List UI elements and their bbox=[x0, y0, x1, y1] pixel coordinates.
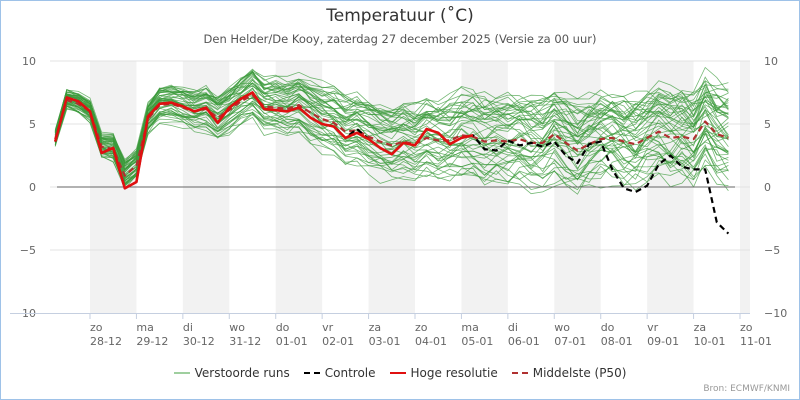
x-tick-date: 03-01 bbox=[369, 335, 401, 348]
x-tick-day: do bbox=[276, 321, 290, 334]
y-axis-right: 10 5 0 −5 −10 bbox=[764, 55, 787, 320]
x-tick-date: 10-01 bbox=[694, 335, 726, 348]
x-tick-date: 06-01 bbox=[508, 335, 540, 348]
x-tick-day: wo bbox=[229, 321, 245, 334]
main-series bbox=[53, 91, 730, 235]
x-tick-date: 04-01 bbox=[415, 335, 447, 348]
ensemble-member-line bbox=[54, 102, 729, 186]
x-tick-day: za bbox=[694, 321, 707, 334]
ensemble-member-line bbox=[54, 76, 729, 164]
ensemble-member-line bbox=[54, 96, 729, 175]
ensemble-member-line bbox=[54, 105, 729, 189]
legend-label: Verstoorde runs bbox=[194, 366, 290, 380]
ensemble-member-line bbox=[54, 94, 729, 178]
y-tick-label-right: 10 bbox=[764, 55, 778, 68]
ensemble-member-line bbox=[54, 89, 729, 170]
legend: Verstoorde runs Controle Hoge resolutie … bbox=[0, 366, 800, 380]
legend-swatch-middelste bbox=[511, 372, 528, 374]
legend-label: Controle bbox=[324, 366, 376, 380]
legend-item-controle[interactable]: Controle bbox=[303, 366, 376, 380]
legend-label: Hoge resolutie bbox=[410, 366, 498, 380]
x-tick-day: zo bbox=[740, 321, 753, 334]
ensemble-member-line bbox=[54, 92, 729, 183]
x-tick-date: 29-12 bbox=[136, 335, 168, 348]
ensemble-member-line bbox=[54, 92, 729, 173]
ensemble-member-line bbox=[54, 71, 729, 167]
x-tick-day: vr bbox=[647, 321, 659, 334]
x-axis: zo28-12ma29-12di30-12wo31-12do01-01vr02-… bbox=[10, 313, 772, 348]
x-tick-date: 31-12 bbox=[229, 335, 261, 348]
x-tick-date: 05-01 bbox=[461, 335, 493, 348]
ensemble-member-line bbox=[54, 71, 729, 162]
x-tick-day: zo bbox=[415, 321, 428, 334]
x-tick-day: wo bbox=[554, 321, 570, 334]
legend-item-hoge-resolutie[interactable]: Hoge resolutie bbox=[389, 366, 498, 380]
x-tick-day: za bbox=[369, 321, 382, 334]
x-tick-date: 08-01 bbox=[601, 335, 633, 348]
legend-item-middelste[interactable]: Middelste (P50) bbox=[511, 366, 627, 380]
y-tick-label-left: 0 bbox=[29, 181, 36, 194]
ensemble-member-line bbox=[54, 82, 729, 170]
ensemble-members bbox=[54, 66, 729, 195]
y-tick-label-left: −5 bbox=[20, 244, 36, 257]
x-tick-date: 30-12 bbox=[183, 335, 215, 348]
y-tick-label-right: 0 bbox=[764, 181, 771, 194]
ensemble-member-line bbox=[54, 70, 729, 163]
ensemble-member-line bbox=[54, 82, 729, 171]
ensemble-member-line bbox=[54, 74, 729, 165]
x-tick-date: 28-12 bbox=[90, 335, 122, 348]
x-tick-date: 02-01 bbox=[322, 335, 354, 348]
x-tick-day: di bbox=[508, 321, 518, 334]
x-tick-day: ma bbox=[461, 321, 478, 334]
y-tick-label-right: −10 bbox=[764, 307, 787, 320]
ensemble-member-line bbox=[54, 71, 729, 167]
x-tick-day: di bbox=[183, 321, 193, 334]
y-tick-label-right: −5 bbox=[764, 244, 780, 257]
chart-title: Temperatuur (˚C) bbox=[326, 6, 474, 26]
y-tick-label-left: 5 bbox=[29, 118, 36, 131]
high-resolution-line bbox=[53, 91, 474, 190]
x-tick-date: 07-01 bbox=[554, 335, 586, 348]
y-tick-label-right: 5 bbox=[764, 118, 771, 131]
legend-item-verstoorde-runs[interactable]: Verstoorde runs bbox=[173, 366, 290, 380]
chart-subtitle: Den Helder/De Kooy, zaterdag 27 december… bbox=[203, 32, 597, 46]
x-tick-day: zo bbox=[90, 321, 103, 334]
ensemble-member-line bbox=[54, 106, 729, 195]
legend-swatch-controle bbox=[303, 372, 320, 374]
legend-label: Middelste (P50) bbox=[532, 366, 627, 380]
legend-swatch-verstoorde-runs bbox=[173, 372, 190, 374]
y-tick-label-left: 10 bbox=[22, 55, 36, 68]
source-credit: Bron: ECMWF/KNMI bbox=[703, 384, 790, 394]
x-tick-day: vr bbox=[322, 321, 334, 334]
x-tick-day: ma bbox=[136, 321, 153, 334]
x-tick-date: 09-01 bbox=[647, 335, 679, 348]
legend-swatch-hoge-resolutie bbox=[389, 372, 406, 374]
ensemble-member-line bbox=[54, 101, 729, 181]
x-tick-day: do bbox=[601, 321, 615, 334]
x-tick-date: 11-01 bbox=[740, 335, 772, 348]
ensemble-member-line bbox=[54, 103, 729, 185]
ensemble-member-line bbox=[54, 103, 729, 191]
x-tick-date: 01-01 bbox=[276, 335, 308, 348]
